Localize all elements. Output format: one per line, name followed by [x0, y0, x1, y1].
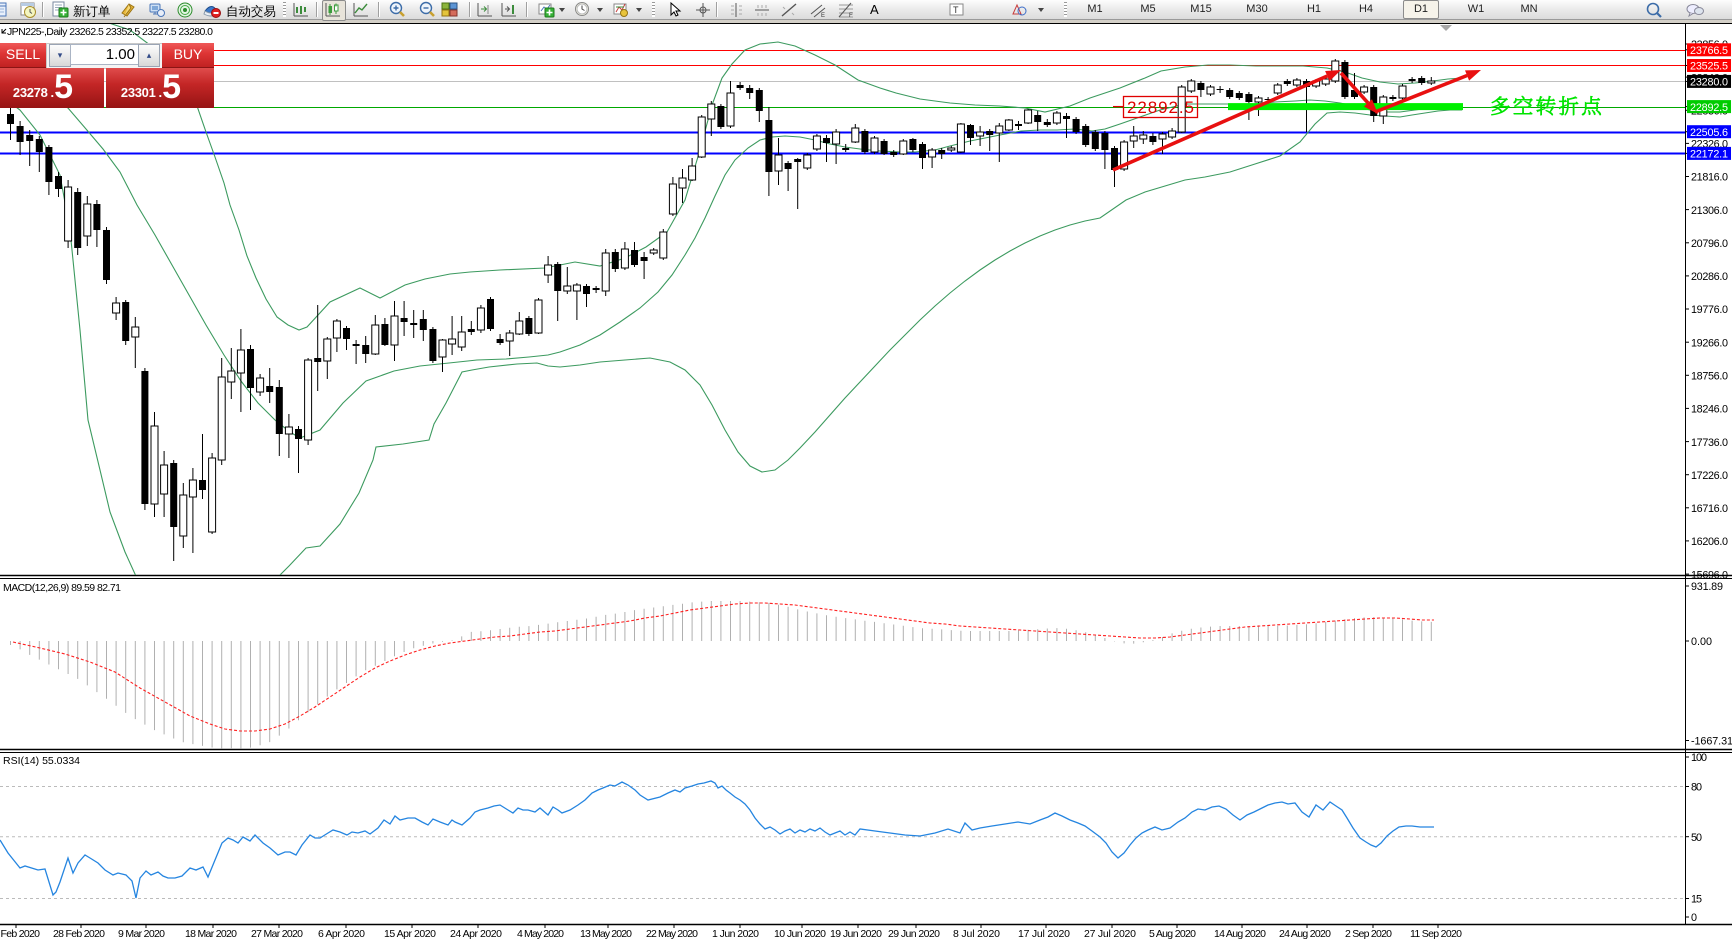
svg-text:F: F	[849, 13, 853, 19]
svg-text:17736.0: 17736.0	[1691, 437, 1728, 449]
svg-text:27 Mar 2020: 27 Mar 2020	[251, 928, 303, 940]
svg-text:24 Aug 2020: 24 Aug 2020	[1279, 928, 1331, 940]
svg-text:15 Apr 2020: 15 Apr 2020	[384, 928, 436, 940]
svg-text:JPN225-,Daily 23262.5 23352.5: JPN225-,Daily 23262.5 23352.5 23227.5 23…	[7, 26, 213, 38]
svg-text:27 Jul 2020: 27 Jul 2020	[1084, 928, 1136, 940]
svg-text:21816.0: 21816.0	[1691, 172, 1728, 184]
svg-text:10 Jun 2020: 10 Jun 2020	[774, 928, 826, 940]
svg-text:T: T	[953, 5, 959, 15]
svg-text:50: 50	[1691, 832, 1702, 844]
svg-text:15696.0: 15696.0	[1691, 569, 1728, 581]
svg-text:17226.0: 17226.0	[1691, 470, 1728, 482]
svg-text:8 Jul 2020: 8 Jul 2020	[953, 928, 1000, 940]
svg-text:22 May 2020: 22 May 2020	[646, 928, 698, 940]
svg-text:9 Mar 2020: 9 Mar 2020	[118, 928, 165, 940]
svg-text:MACD(12,26,9) 89.59 82.71: MACD(12,26,9) 89.59 82.71	[3, 582, 121, 594]
svg-text:29 Jun 2020: 29 Jun 2020	[888, 928, 940, 940]
svg-text:22505.6: 22505.6	[1690, 127, 1728, 139]
svg-text:23766.5: 23766.5	[1690, 45, 1728, 57]
svg-text:80: 80	[1691, 782, 1702, 794]
svg-text:11 Sep 2020: 11 Sep 2020	[1410, 928, 1462, 940]
svg-text:24 Apr 2020: 24 Apr 2020	[450, 928, 502, 940]
svg-text:21306.0: 21306.0	[1691, 205, 1728, 217]
svg-text:14 Aug 2020: 14 Aug 2020	[1214, 928, 1266, 940]
svg-text:5 Aug 2020: 5 Aug 2020	[1149, 928, 1196, 940]
svg-text:19776.0: 19776.0	[1691, 304, 1728, 316]
svg-text:-1667.31: -1667.31	[1691, 736, 1732, 748]
svg-text:19 Feb 2020: 19 Feb 2020	[0, 928, 40, 940]
svg-text:4 May 2020: 4 May 2020	[517, 928, 564, 940]
svg-text:17 Jul 2020: 17 Jul 2020	[1018, 928, 1070, 940]
svg-text:22892.5: 22892.5	[1690, 102, 1728, 114]
svg-text:20796.0: 20796.0	[1691, 238, 1728, 250]
svg-text:18 Mar 2020: 18 Mar 2020	[185, 928, 237, 940]
svg-text:0.00: 0.00	[1691, 636, 1712, 648]
svg-text:16206.0: 16206.0	[1691, 536, 1728, 548]
svg-text:6 Apr 2020: 6 Apr 2020	[318, 928, 365, 940]
svg-text:2 Sep 2020: 2 Sep 2020	[1345, 928, 1392, 940]
svg-text:E: E	[821, 13, 825, 19]
svg-text:0: 0	[1691, 912, 1697, 924]
svg-text:23280.0: 23280.0	[1690, 77, 1728, 89]
svg-text:RSI(14) 55.0334: RSI(14) 55.0334	[3, 755, 80, 767]
svg-text:16716.0: 16716.0	[1691, 503, 1728, 515]
svg-text:15: 15	[1691, 894, 1702, 906]
svg-text:20286.0: 20286.0	[1691, 271, 1728, 283]
svg-text:22172.1: 22172.1	[1690, 149, 1728, 161]
svg-text:19266.0: 19266.0	[1691, 337, 1728, 349]
svg-text:18756.0: 18756.0	[1691, 371, 1728, 383]
svg-text:100: 100	[1691, 752, 1707, 764]
svg-text:23525.5: 23525.5	[1690, 61, 1728, 73]
svg-text:1 Jun 2020: 1 Jun 2020	[712, 928, 759, 940]
svg-text:13 May 2020: 13 May 2020	[580, 928, 632, 940]
svg-text:19 Jun 2020: 19 Jun 2020	[830, 928, 882, 940]
svg-text:28 Feb 2020: 28 Feb 2020	[53, 928, 105, 940]
svg-text:18246.0: 18246.0	[1691, 404, 1728, 416]
svg-text:931.89: 931.89	[1691, 581, 1723, 593]
svg-text:22892.5: 22892.5	[1127, 98, 1194, 117]
